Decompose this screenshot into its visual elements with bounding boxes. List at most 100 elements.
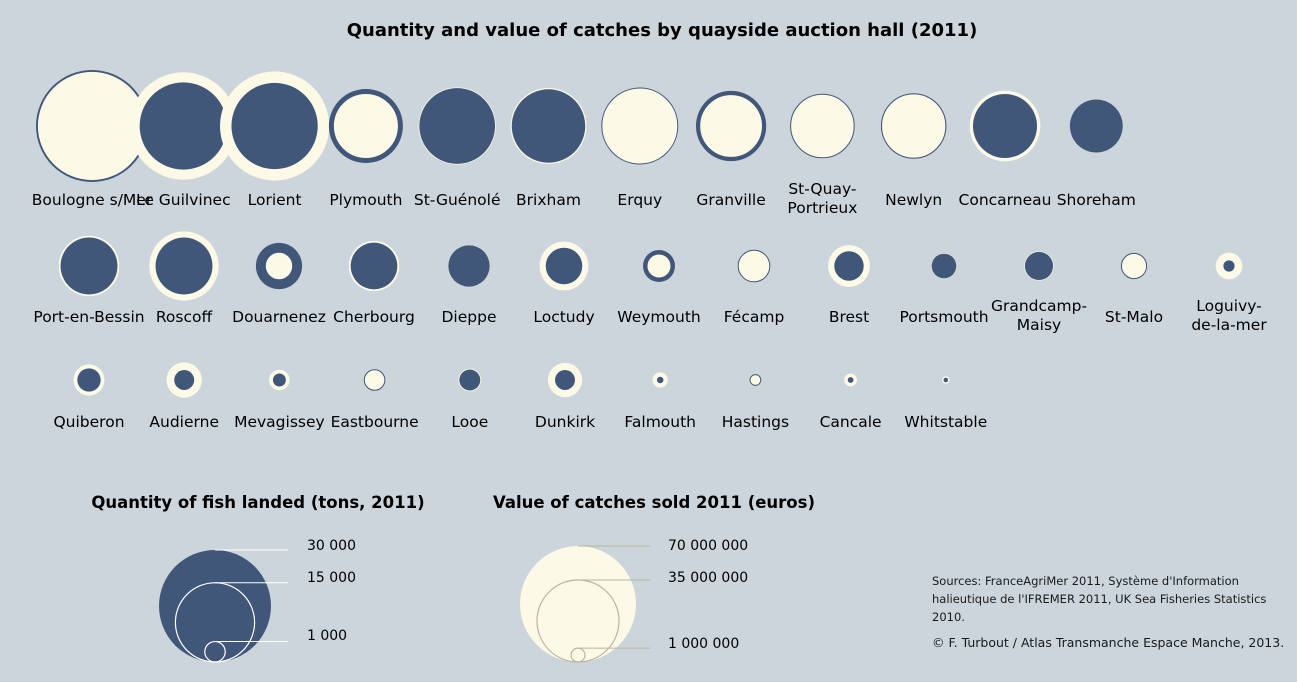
hall-fecamp: Fécamp [724,249,785,326]
hall-label-le-guilvinec: Le Guilvinec [136,191,231,209]
hall-weymouth: Weymouth [617,249,701,326]
legend-value-title: Value of catches sold 2011 (euros) [493,493,815,512]
quantity-circle-mevagissey [272,373,286,387]
value-circle-plymouth [332,92,399,160]
hall-erquy: Erquy [601,87,679,209]
quantity-circle-loctudy [545,247,583,285]
hall-label-concarneau: Concarneau [959,191,1052,209]
hall-st-guenole: St-Guénolé [414,87,501,209]
hall-label-quiberon: Quiberon [53,413,124,431]
hall-label-dunkirk: Dunkirk [535,413,595,431]
hall-shoreham: Shoreham [1057,99,1136,209]
hall-loctudy: Loctudy [533,241,595,326]
legend-q-circle-0 [159,550,271,662]
hall-label-douarnenez: Douarnenez [232,308,326,326]
value-circle-erquy [601,87,679,165]
value-circle-weymouth [646,253,672,279]
value-circle-st-malo [1120,252,1148,280]
value-circle-fecamp [737,249,771,283]
legend-quantity: 30 000 15 000 1 000 [159,538,356,663]
hall-label-roscoff: Roscoff [156,308,213,326]
hall-label-brixham: Brixham [516,191,581,209]
value-circle-hastings [749,374,762,386]
hall-label-dieppe: Dieppe [442,308,497,326]
hall-plymouth: Plymouth [328,88,403,209]
hall-douarnenez: Douarnenez [232,242,326,326]
hall-label-weymouth: Weymouth [617,308,700,326]
quantity-circle-lorient [231,82,318,170]
hall-label-brest: Brest [829,308,869,326]
hall-looe: Looe [451,368,488,431]
quantity-circle-quiberon [77,368,101,392]
hall-portsmouth: Portsmouth [899,253,989,326]
hall-grandcamp-maisy: Grandcamp-Maisy [991,251,1087,334]
hall-label-audierne: Audierne [149,413,219,431]
legend-value: 70 000 000 35 000 000 1 000 000 [520,538,748,663]
quantity-circle-looe [459,369,481,391]
hall-label-fecamp: Fécamp [724,308,785,326]
hall-brixham: Brixham [510,88,587,209]
quantity-circle-falmouth [656,376,664,384]
hall-roscoff: Roscoff [149,231,219,326]
hall-label-looe: Looe [451,413,488,431]
hall-granville: Granville [695,90,767,209]
hall-label-whitstable: Whitstable [904,413,987,431]
hall-quiberon: Quiberon [53,364,125,431]
hall-lorient: Lorient [220,71,330,209]
hall-dunkirk: Dunkirk [535,362,595,431]
quantity-circle-dieppe [448,245,490,287]
value-circle-eastbourne [363,369,386,391]
hall-label-loctudy: Loctudy [533,308,594,326]
quantity-circle-grandcamp-maisy [1024,251,1054,281]
quantity-circle-cherbourg [350,242,398,290]
hall-cherbourg: Cherbourg [333,240,415,326]
quantity-circle-cancale [847,377,854,383]
hall-label-portsmouth: Portsmouth [899,308,988,326]
legend-v-circle-0 [520,546,636,662]
hall-eastbourne: Eastbourne [331,369,419,431]
hall-label-st-guenole: St-Guénolé [414,191,501,209]
hall-port-en-bessin: Port-en-Bessin [33,235,145,326]
hall-label-boulogne-s-mer: Boulogne s/Mer [32,191,153,209]
quantity-circle-shoreham [1069,99,1123,153]
value-circle-douarnenez [264,251,294,281]
quantity-circle-whitstable [943,377,949,383]
hall-st-quay-portrieux: St-Quay-Portrieux [787,93,857,217]
chart-title: Quantity and value of catches by quaysid… [347,20,978,41]
hall-audierne: Audierne [149,362,219,431]
hall-label-falmouth: Falmouth [624,413,696,431]
hall-label-lorient: Lorient [248,191,302,209]
quantity-circle-portsmouth [931,253,957,279]
quantity-circle-le-guilvinec [139,82,227,170]
legend-v-label-1: 35 000 000 [668,570,748,586]
hall-label-hastings: Hastings [722,413,789,431]
sources-note: Sources: FranceAgriMer 2011, Système d'I… [932,574,1267,624]
legend-v-label-0: 70 000 000 [668,538,748,554]
hall-label-cherbourg: Cherbourg [333,308,415,326]
quantity-circle-roscoff [155,237,213,295]
hall-st-malo: St-Malo [1105,252,1163,326]
quantity-circle-dunkirk [555,370,575,390]
legend-v-label-2: 1 000 000 [668,636,739,652]
copyright-note: © F. Turbout / Atlas Transmanche Espace … [932,635,1285,650]
hall-newlyn: Newlyn [881,93,947,209]
legend-q-label-0: 30 000 [307,538,356,554]
hall-label-erquy: Erquy [617,191,662,209]
hall-label-port-en-bessin: Port-en-Bessin [33,308,144,326]
hall-dieppe: Dieppe [442,245,497,326]
hall-label-grandcamp-maisy: Grandcamp-Maisy [991,297,1087,334]
hall-le-guilvinec: Le Guilvinec [129,72,237,209]
value-circle-granville [699,94,763,158]
hall-mevagissey: Mevagissey [234,369,325,431]
hall-hastings: Hastings [722,374,789,431]
hall-label-plymouth: Plymouth [329,191,402,209]
hall-cancale: Cancale [820,373,882,431]
value-circle-newlyn [881,93,947,159]
quantity-circle-brixham [511,89,586,163]
quantity-circle-port-en-bessin [60,237,118,295]
hall-concarneau: Concarneau [959,90,1052,209]
legend-q-label-1: 15 000 [307,570,356,586]
hall-whitstable: Whitstable [904,376,987,431]
quantity-circle-st-guenole [419,88,496,164]
